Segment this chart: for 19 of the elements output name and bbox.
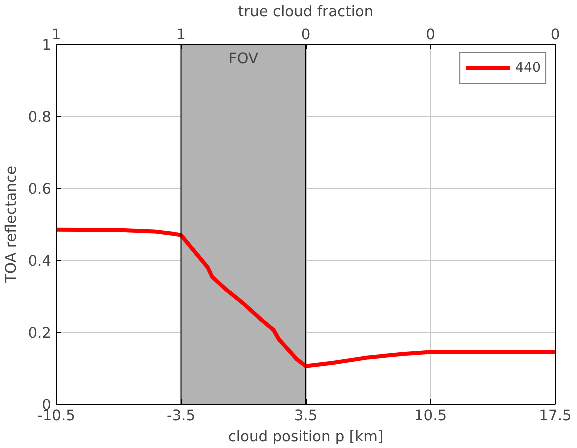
y-tick-label: 0.4 (28, 253, 52, 270)
y-tick-label: 0.2 (28, 325, 52, 342)
x2-axis-title: true cloud fraction (238, 4, 374, 20)
text: 0 (550, 26, 560, 44)
legend-label: 440 (516, 60, 541, 76)
text: 1 (176, 26, 186, 44)
x-axis-title: cloud position p [km] (228, 428, 384, 446)
x-tick-label: 10.5 (414, 408, 448, 424)
band-label: FOV (228, 50, 259, 68)
y-tick-label: 0.8 (28, 109, 52, 126)
line-series (56, 228, 556, 368)
y-tick-label: 1 (42, 37, 52, 54)
x-tick-label: -3.5 (166, 408, 196, 424)
y-tick-label: 0.6 (28, 181, 52, 198)
x-tick-label: 17.5 (539, 408, 572, 424)
text: 0 (301, 26, 311, 44)
text: 0 (426, 26, 436, 44)
x-tick-label: 3.5 (294, 408, 318, 424)
y-axis-title: TOA reflectance (3, 166, 20, 284)
